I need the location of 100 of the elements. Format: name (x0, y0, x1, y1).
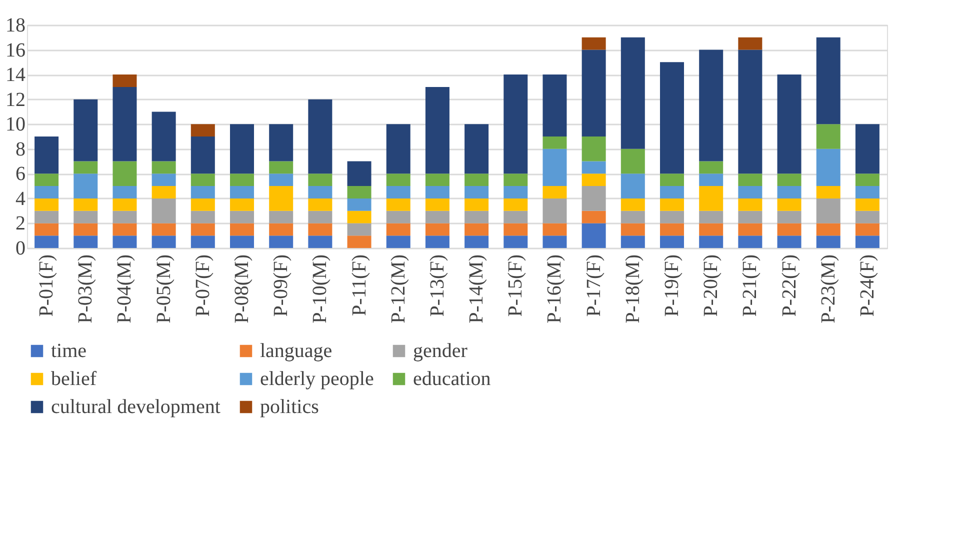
bar (386, 236, 410, 248)
bar (425, 210, 450, 224)
bar (308, 236, 332, 248)
bar (542, 223, 567, 236)
bar (112, 186, 137, 198)
bar (816, 236, 840, 248)
bar (112, 74, 137, 87)
bar (74, 99, 98, 162)
bar (738, 210, 762, 224)
x-tick-label: P-05(M) (152, 254, 175, 324)
bar (582, 186, 606, 211)
bar (74, 210, 98, 224)
y-tick-label: 6 (16, 163, 26, 186)
bar (386, 210, 410, 224)
bar (777, 186, 802, 198)
bar (230, 223, 254, 236)
bar (699, 174, 724, 186)
legend-label: language (260, 340, 332, 362)
bar (347, 210, 372, 224)
legend-label: belief (51, 368, 97, 390)
bar (777, 74, 802, 174)
bar (699, 223, 724, 236)
bar (855, 210, 880, 224)
x-tick-label: P-10(M) (309, 254, 332, 324)
bar (542, 186, 567, 198)
x-tick-label: P-11(F) (348, 254, 370, 316)
bar (34, 136, 59, 174)
bar (542, 148, 567, 186)
bar (855, 223, 880, 236)
y-tick-label: 8 (16, 138, 26, 160)
bar (620, 148, 645, 174)
bar (816, 148, 840, 186)
bar (660, 223, 684, 236)
bar (190, 124, 215, 136)
bar (699, 186, 724, 211)
bar (190, 236, 215, 248)
bar (386, 223, 410, 236)
bar (112, 236, 137, 248)
y-tick-label: 0 (16, 238, 26, 260)
bar (308, 223, 332, 236)
bar (112, 223, 137, 236)
bar (347, 236, 372, 248)
bar (425, 223, 450, 236)
bar (464, 236, 489, 248)
bar (230, 198, 254, 211)
bar (425, 86, 450, 174)
bar (34, 174, 59, 186)
bar (855, 198, 880, 211)
bar (386, 124, 410, 174)
bar (699, 50, 724, 162)
bar (620, 198, 645, 211)
bar (190, 174, 215, 186)
x-tick-label: P-04(M) (114, 254, 136, 324)
legend-label: cultural development (51, 396, 221, 418)
bar (74, 236, 98, 248)
bar (816, 198, 840, 224)
bar (699, 210, 724, 224)
bar (464, 198, 489, 211)
bar (582, 136, 606, 162)
x-tick-label: P-22(F) (778, 254, 800, 317)
bar (269, 161, 294, 174)
bar (816, 37, 840, 124)
bar (777, 198, 802, 211)
bar (620, 37, 645, 149)
bar (230, 186, 254, 198)
bar (347, 223, 372, 236)
bar (74, 198, 98, 211)
bar (34, 236, 59, 248)
bar (738, 174, 762, 186)
bar (620, 236, 645, 248)
bar (386, 186, 410, 198)
bar (660, 236, 684, 248)
bar (269, 174, 294, 186)
bar (112, 161, 137, 186)
bar (34, 223, 59, 236)
bar (738, 50, 762, 174)
bar (230, 174, 254, 186)
bar (152, 236, 176, 248)
bar (425, 198, 450, 211)
bar (269, 223, 294, 236)
bar (620, 210, 645, 224)
bar (542, 236, 567, 248)
bar (582, 50, 606, 136)
bar (738, 236, 762, 248)
bar (699, 161, 724, 174)
bar (582, 161, 606, 174)
bar (190, 136, 215, 174)
bar (777, 236, 802, 248)
bar (738, 198, 762, 211)
bar (152, 112, 176, 162)
x-tick-label: P-07(F) (192, 254, 214, 317)
legend-label: elderly people (260, 368, 374, 390)
x-tick-label: P-01(F) (36, 254, 58, 317)
x-tick-label: P-17(F) (582, 254, 605, 317)
bar (386, 198, 410, 211)
bar (464, 174, 489, 186)
x-tick-label: P-21(F) (739, 254, 762, 317)
x-tick-label: P-16(M) (544, 254, 566, 324)
bar (74, 223, 98, 236)
x-tick-label: P-23(M) (817, 254, 840, 324)
